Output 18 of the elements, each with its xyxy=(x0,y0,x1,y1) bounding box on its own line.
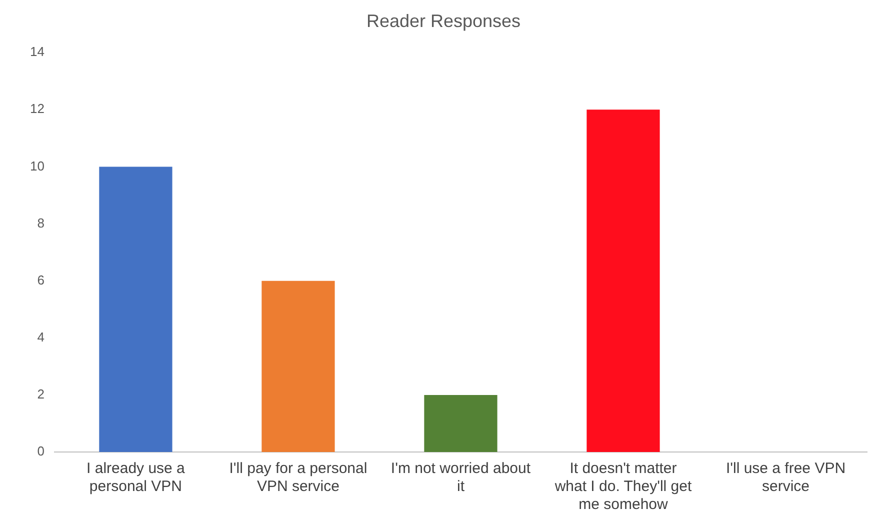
chart-title: Reader Responses xyxy=(366,10,521,31)
bar xyxy=(586,110,660,452)
y-tick-label: 10 xyxy=(30,158,44,174)
y-tick-label: 4 xyxy=(37,329,44,344)
y-tick-label: 12 xyxy=(30,101,44,116)
y-tick-label: 0 xyxy=(37,444,44,459)
x-tick-label: I'm not worried about it xyxy=(390,460,532,496)
y-tick-label: 14 xyxy=(30,44,44,60)
x-tick-label: I already use a personal VPN xyxy=(86,460,186,496)
y-tick-label: 8 xyxy=(37,215,44,230)
x-tick-label: It doesn't matter what I do. They'll get me somehow xyxy=(554,460,692,514)
bar xyxy=(262,280,335,452)
y-tick-label: 2 xyxy=(37,386,44,402)
x-tick-label: I'll use a free VPN service xyxy=(726,460,846,496)
bar xyxy=(424,394,498,452)
bar xyxy=(99,166,172,452)
x-tick-label: I'll pay for a personal VPN service xyxy=(229,460,368,496)
y-tick-label: 6 xyxy=(37,272,44,288)
